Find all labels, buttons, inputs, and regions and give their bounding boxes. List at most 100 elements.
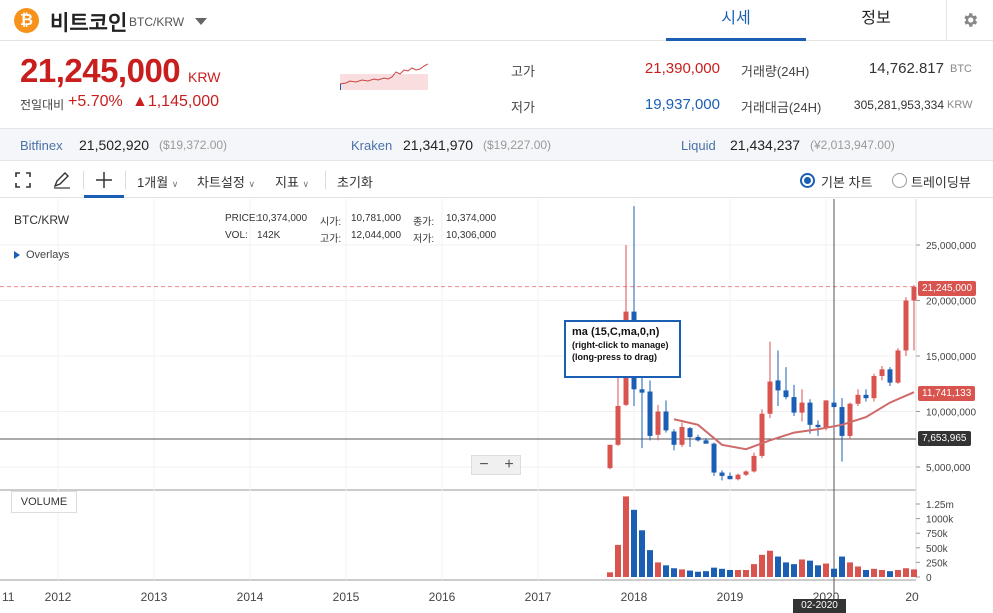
candle-body <box>663 411 669 431</box>
divider <box>125 171 126 189</box>
x-tick-label: 2013 <box>141 590 168 604</box>
reset-button[interactable]: 초기화 <box>337 175 373 190</box>
zoom-in-button[interactable]: + <box>504 456 514 473</box>
candle-body <box>879 369 885 376</box>
y-tick-label: 10,000,000 <box>926 408 976 419</box>
candle-body <box>847 403 853 436</box>
volume-tick-label: 750k <box>926 529 949 540</box>
ohlc-low: 10,306,000 <box>446 230 497 241</box>
interval-dropdown[interactable]: 1개월 ∨ <box>137 172 178 191</box>
ohlc-high-label: 고가: <box>320 234 342 245</box>
tab-info[interactable]: 정보 <box>861 10 891 27</box>
pair-label[interactable]: BTC/KRW <box>129 15 185 29</box>
chart-settings-dropdown[interactable]: 차트설정 ∨ <box>197 172 255 191</box>
y-tick-label: 15,000,000 <box>926 352 976 363</box>
volume-bar <box>711 567 717 577</box>
crosshair-icon <box>96 172 112 188</box>
candle-body <box>911 286 917 301</box>
last-price-badge: 21,245,000 <box>918 281 977 296</box>
pencil-icon[interactable] <box>52 171 72 189</box>
chart-settings-label: 차트설정 <box>197 175 245 190</box>
volume-bar <box>879 569 885 577</box>
candle-body <box>791 397 797 413</box>
volume-bar <box>903 568 909 577</box>
cursor-price-badge: 7,653,965 <box>918 431 971 446</box>
ohlc-close: 10,374,000 <box>446 213 497 224</box>
volume-bar <box>887 571 893 577</box>
candle-body <box>887 369 893 383</box>
candle-body <box>655 411 661 435</box>
tab-price[interactable]: 시세 <box>666 0 806 41</box>
divider <box>83 171 84 189</box>
candle-body <box>607 444 613 469</box>
ma-tooltip[interactable]: ma (15,C,ma,0,n) (right-click to manage)… <box>564 320 681 378</box>
coin-name[interactable]: 비트코인 <box>50 12 128 35</box>
chart-symbol: BTC/KRW <box>14 213 70 227</box>
high-label: 고가 <box>511 64 535 79</box>
exchange-name: Bitfinex <box>20 138 63 153</box>
volume-tick-label: 250k <box>926 558 949 569</box>
ohlc-open-label: 시가: <box>320 217 342 228</box>
basic-chart-radio[interactable] <box>800 173 815 188</box>
volume-bar <box>783 562 789 577</box>
candle-body <box>831 402 837 408</box>
zoom-out-button[interactable]: − <box>479 456 489 473</box>
candle-body <box>647 391 653 436</box>
candle-body <box>783 390 789 398</box>
ohlc-price: 10,374,000 <box>257 213 308 224</box>
cursor-date-badge: 02-2020 <box>793 599 846 613</box>
candle-body <box>871 375 877 399</box>
volume-bar <box>639 530 645 577</box>
indicators-label: 지표 <box>275 175 299 190</box>
chart-canvas[interactable]: 11 2012 2013 2014 2015 2016 2017 2018 2019 2020 20… <box>0 199 993 613</box>
change-amount: ▲1,145,000 <box>132 93 220 110</box>
exchange-usd: ($19,372.00) <box>159 138 228 152</box>
chevron-down-icon: ∨ <box>302 179 310 189</box>
exchange-bar: Bitfinex 21,502,920 ($19,372.00) Kraken … <box>0 128 993 161</box>
candle-body <box>815 424 821 428</box>
x-tick-label: 2019 <box>717 590 744 604</box>
candle-body <box>823 400 829 428</box>
price-chart[interactable]: 11 2012 2013 2014 2015 2016 2017 2018 2019 2020 20… <box>0 199 993 613</box>
sparkline <box>340 63 428 90</box>
volume-bar <box>911 569 917 577</box>
interval-label: 1개월 <box>137 175 169 190</box>
play-icon <box>14 251 20 259</box>
volume-bar <box>687 570 693 577</box>
volume-bar <box>847 562 853 577</box>
candle-body <box>671 431 677 445</box>
indicators-dropdown[interactable]: 지표 ∨ <box>275 172 309 191</box>
ohlc-open: 10,781,000 <box>351 213 402 224</box>
volume-bar <box>767 550 773 577</box>
volume-tick-label: 0 <box>926 573 932 584</box>
low-value: 19,937,000 <box>644 96 720 113</box>
x-tick-label: 2016 <box>429 590 456 604</box>
volume-tick-label: 1.25m <box>926 500 954 511</box>
tradingview-label[interactable]: 트레이딩뷰 <box>911 175 971 190</box>
high-value: 21,390,000 <box>644 60 720 77</box>
candle-body <box>711 443 717 473</box>
fullscreen-icon[interactable] <box>14 171 32 189</box>
candle-body <box>703 440 709 444</box>
x-tick-label: 2015 <box>333 590 360 604</box>
volume-bar <box>703 571 709 577</box>
settings-button[interactable] <box>946 0 993 41</box>
ohlc-high: 12,044,000 <box>351 230 402 241</box>
overlays-toggle[interactable]: Overlays <box>14 249 69 261</box>
volume-bar <box>871 568 877 577</box>
candle-body <box>615 405 621 445</box>
moving-average-line <box>673 391 915 451</box>
candle-body <box>727 475 733 480</box>
ohlc-vol: 142K <box>257 230 281 241</box>
basic-chart-label[interactable]: 기본 차트 <box>821 175 873 190</box>
volume-bar <box>799 559 805 577</box>
exchange-name: Kraken <box>351 138 393 153</box>
volume-bar <box>607 572 613 577</box>
candle-body <box>839 407 845 436</box>
tradingview-radio[interactable] <box>892 173 907 188</box>
candle-body <box>679 427 685 445</box>
caret-down-icon[interactable] <box>195 18 207 25</box>
volume-bar <box>751 564 757 577</box>
crosshair-button[interactable] <box>84 162 124 198</box>
ohlc-close-label: 종가: <box>413 217 435 228</box>
